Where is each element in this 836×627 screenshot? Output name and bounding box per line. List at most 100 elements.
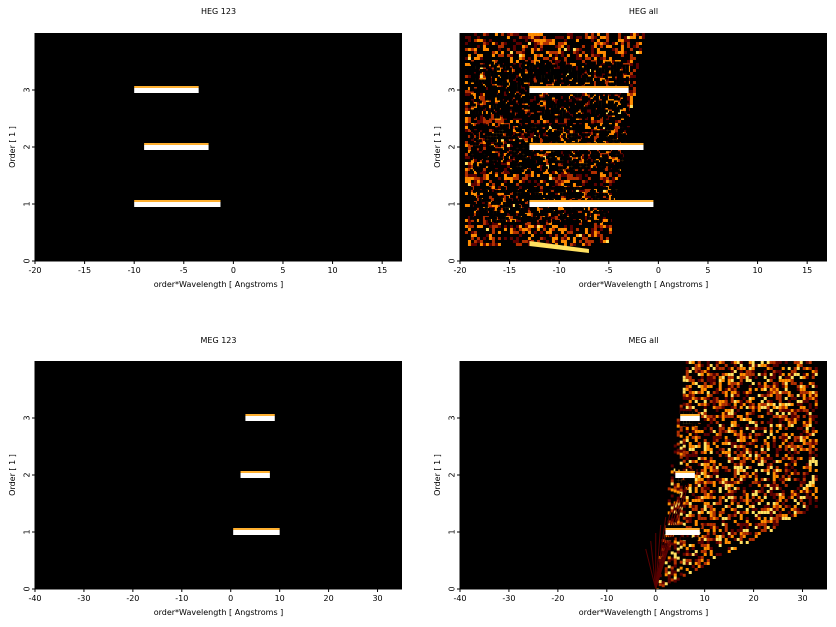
axes: -20 -15 -10 -5 0 5 10 15 0 1 2 3 order*Wavelength [ … — [433, 33, 827, 289]
band-core — [665, 530, 700, 535]
axes: -40 -30 -20 -10 0 10 20 30 0 1 2 3 order*Wavelength … — [8, 361, 402, 617]
y-tick-label: 3 — [448, 415, 457, 420]
band-core — [134, 88, 199, 93]
panel-1: HEG 123 -20 -15 -10 -5 0 5 10 15 0 1 2 3 order*Wavele… — [8, 7, 402, 289]
order-band-3 — [44, 61, 201, 120]
band-glow — [144, 143, 209, 145]
band-glow — [675, 471, 695, 473]
band-core — [529, 88, 629, 93]
axes: -20 -15 -10 -5 0 5 10 15 0 1 2 3 order*Wavelength [ … — [8, 33, 402, 289]
y-axis-label: Order [ 1 ] — [433, 126, 442, 168]
y-tick-label: 3 — [23, 415, 32, 420]
x-tick-label: 0 — [653, 594, 658, 603]
x-tick-label: -10 — [553, 266, 566, 275]
panel-title: MEG 123 — [201, 336, 237, 345]
order-band-2 — [469, 124, 644, 173]
band-core — [245, 416, 275, 421]
band-glow — [529, 200, 654, 202]
band-core — [144, 145, 209, 150]
x-tick-label: 0 — [231, 266, 236, 275]
order-band-3 — [469, 61, 629, 119]
x-tick-label: 0 — [656, 266, 661, 275]
y-tick-label: 3 — [448, 87, 457, 92]
x-axis-label: order*Wavelength [ Angstroms ] — [579, 280, 709, 289]
band-core — [529, 202, 654, 207]
x-tick-label: 10 — [752, 266, 762, 275]
x-tick-label: -15 — [503, 266, 516, 275]
heatmap-layer — [464, 33, 656, 253]
x-tick-label: -10 — [175, 594, 188, 603]
order-band-3 — [680, 411, 702, 427]
axes: -40 -30 -20 -10 0 10 20 30 0 1 2 3 order*Wavelength … — [433, 361, 827, 617]
y-tick-label: 1 — [448, 201, 457, 206]
y-tick-label: 2 — [23, 472, 32, 477]
y-tick-label: 2 — [448, 472, 457, 477]
band-core — [529, 145, 644, 150]
x-tick-label: 0 — [228, 594, 233, 603]
order-band-1 — [233, 512, 396, 555]
x-tick-label: -20 — [551, 594, 564, 603]
spray-line — [655, 524, 662, 589]
x-tick-label: -20 — [126, 594, 139, 603]
x-tick-label: -40 — [28, 594, 41, 603]
x-tick-label: 30 — [797, 594, 807, 603]
order-band-2 — [675, 468, 697, 484]
order-band-1 — [44, 189, 222, 221]
x-tick-label: -20 — [28, 266, 41, 275]
panel-4: MEG all -40 -30 -20 -10 0 10 20 30 0 1 2 3 order*Wave… — [433, 336, 827, 617]
x-tick-label: -5 — [180, 266, 188, 275]
band-glow — [245, 414, 275, 416]
x-tick-label: 15 — [377, 266, 387, 275]
band-glow — [134, 200, 221, 202]
x-tick-label: -5 — [605, 266, 613, 275]
x-axis-label: order*Wavelength [ Angstroms ] — [154, 280, 284, 289]
order-band-2 — [240, 446, 394, 504]
y-tick-label: 0 — [448, 586, 457, 591]
y-tick-label: 2 — [448, 144, 457, 149]
y-tick-label: 2 — [23, 144, 32, 149]
x-tick-label: 10 — [700, 594, 710, 603]
y-axis-label: Order [ 1 ] — [8, 126, 17, 168]
panel-title: HEG all — [629, 7, 658, 16]
band-glow — [233, 528, 280, 530]
x-tick-label: 5 — [705, 266, 710, 275]
band-glow — [529, 143, 644, 145]
band-glow — [240, 471, 270, 473]
heatmap-layer — [233, 395, 396, 555]
x-axis-label: order*Wavelength [ Angstroms ] — [579, 608, 709, 617]
x-tick-label: -30 — [502, 594, 515, 603]
y-tick-label: 1 — [23, 201, 32, 206]
heatmap-layer — [44, 61, 222, 221]
y-tick-label: 0 — [448, 258, 457, 263]
band-core — [240, 473, 270, 478]
heatmap-layer — [645, 361, 818, 589]
x-tick-label: -30 — [77, 594, 90, 603]
band-core — [680, 416, 700, 421]
band-glow — [680, 414, 700, 416]
spray-line — [655, 508, 672, 589]
x-tick-label: 15 — [802, 266, 812, 275]
x-tick-label: 5 — [280, 266, 285, 275]
y-tick-label: 0 — [23, 586, 32, 591]
x-tick-label: 20 — [324, 594, 334, 603]
panel-2: HEG all -20 -15 -10 -5 0 5 10 15 0 1 2 3 order*Wavele… — [433, 7, 827, 289]
x-tick-label: 30 — [372, 594, 382, 603]
y-tick-label: 1 — [448, 529, 457, 534]
panel-title: MEG all — [628, 336, 658, 345]
panel-title: HEG 123 — [201, 7, 236, 16]
spray-line — [645, 548, 657, 589]
spray-line — [655, 516, 667, 589]
x-tick-label: -10 — [128, 266, 141, 275]
panel-3: MEG 123 -40 -30 -20 -10 0 10 20 30 0 1 2 3 order*Wave… — [8, 336, 402, 617]
order-band-1 — [469, 186, 656, 223]
y-tick-label: 1 — [23, 529, 32, 534]
x-tick-label: -15 — [78, 266, 91, 275]
band-core — [134, 202, 221, 207]
band-glow — [134, 86, 199, 88]
x-tick-label: -10 — [600, 594, 613, 603]
x-tick-label: -20 — [453, 266, 466, 275]
y-tick-label: 0 — [23, 258, 32, 263]
band-glow — [529, 86, 629, 88]
band-glow — [665, 528, 700, 530]
